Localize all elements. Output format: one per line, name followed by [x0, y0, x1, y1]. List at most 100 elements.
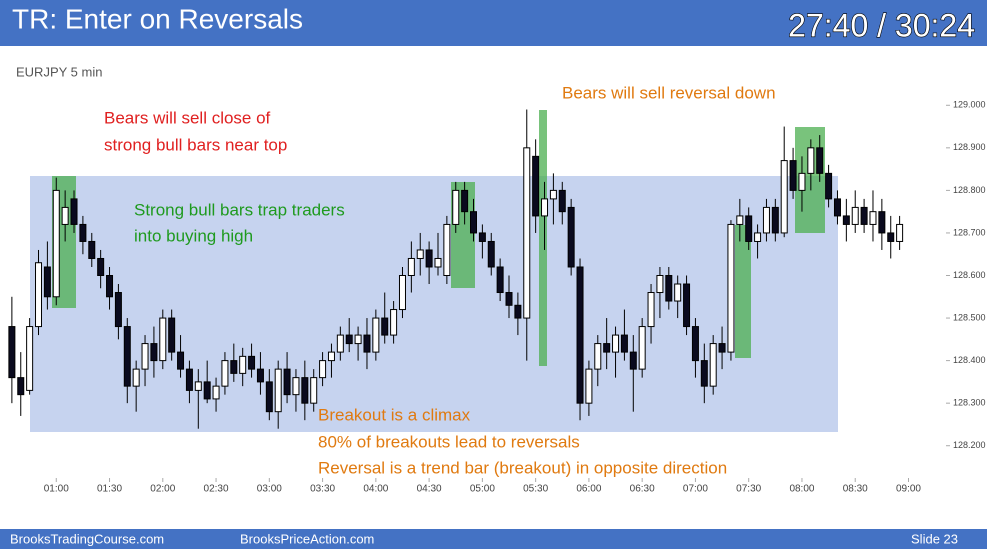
bear-body: [532, 155, 540, 217]
bear-body: [381, 317, 389, 336]
bear-body: [558, 189, 566, 213]
bull-body: [52, 189, 60, 298]
x-tick-label: 07:30: [736, 484, 761, 495]
bull-body: [35, 262, 43, 328]
bull-body: [26, 326, 34, 391]
bear-body: [505, 292, 513, 306]
x-tick-label: 03:00: [257, 484, 282, 495]
bear-body: [860, 206, 868, 225]
bull-body: [141, 343, 149, 370]
x-tick-label: 03:30: [310, 484, 335, 495]
bear-body: [691, 326, 699, 362]
bull-body: [452, 189, 460, 225]
bull-body: [762, 206, 770, 234]
y-tick-label: 128.700: [953, 227, 986, 237]
bear-body: [461, 189, 469, 213]
bull-body: [274, 368, 282, 413]
x-tick-label: 06:00: [576, 484, 601, 495]
bull-highlight: [539, 110, 547, 366]
bull-body: [594, 343, 602, 370]
timer: 27:40 / 30:24: [788, 7, 975, 43]
bear-body: [567, 206, 575, 268]
bear-body: [363, 334, 371, 353]
bear-body: [345, 334, 353, 345]
footer-center: BrooksPriceAction.com: [240, 531, 374, 546]
x-tick-label: 02:30: [204, 484, 229, 495]
y-tick-label: 128.400: [953, 355, 986, 365]
bear-body: [496, 266, 504, 294]
plot: 128.200 128.300 128.400 128.500 128.600 128.7…: [8, 100, 986, 495]
bull-body: [754, 232, 762, 242]
bear-body: [43, 266, 51, 298]
bear-body: [629, 351, 637, 370]
bear-body: [665, 275, 673, 302]
slide-title: TR: Enter on Reversals: [12, 3, 303, 34]
annotation: strong bull bars near top: [104, 135, 287, 154]
bear-body: [576, 266, 584, 404]
y-tick-label: 128.600: [953, 270, 986, 280]
bear-body: [878, 211, 886, 234]
y-tick-label: 128.300: [953, 398, 986, 408]
bear-body: [514, 304, 522, 319]
bear-body: [203, 381, 211, 400]
bull-body: [647, 292, 655, 328]
bear-body: [283, 368, 291, 396]
annotation: into buying high: [134, 226, 253, 245]
x-tick-label: 05:00: [470, 484, 495, 495]
x-tick-label: 01:00: [44, 484, 69, 495]
bull-body: [798, 172, 806, 191]
bull-body: [709, 343, 717, 387]
bear-body: [478, 232, 486, 242]
y-tick-label: 129.000: [953, 100, 986, 110]
x-tick-label: 04:30: [417, 484, 442, 495]
annotation: Strong bull bars trap traders: [134, 200, 345, 219]
bull-body: [869, 211, 877, 225]
bear-body: [603, 343, 611, 353]
bear-body: [106, 275, 114, 298]
footer-bar: [0, 529, 987, 549]
bear-body: [470, 211, 477, 234]
annotation: Reversal is a trend bar (breakout) in op…: [318, 458, 727, 477]
bear-body: [177, 351, 185, 370]
bear-body: [97, 257, 105, 277]
bull-body: [674, 283, 682, 302]
x-tick-label: 09:00: [896, 484, 921, 495]
bull-body: [523, 147, 531, 319]
bull-body: [61, 206, 69, 225]
bear-body: [168, 317, 176, 353]
bear-body: [771, 206, 779, 234]
symbol-label: EURJPY 5 min: [16, 64, 102, 79]
x-tick-label: 08:00: [789, 484, 814, 495]
bull-body: [221, 360, 229, 387]
bull-body: [310, 377, 318, 404]
bull-body: [372, 317, 380, 353]
bull-body: [549, 189, 557, 200]
bull-body: [416, 249, 424, 259]
bull-body: [541, 198, 549, 217]
bull-body: [656, 275, 664, 294]
bear-body: [700, 360, 708, 387]
bear-body: [123, 326, 131, 387]
bull-body: [727, 223, 735, 353]
x-tick-label: 08:30: [843, 484, 868, 495]
bear-body: [185, 368, 193, 391]
bull-body: [443, 223, 451, 276]
bull-body: [336, 334, 344, 353]
bull-body: [612, 334, 620, 353]
slide-number: Slide 23: [911, 531, 958, 546]
bear-body: [70, 198, 78, 225]
x-tick-label: 05:30: [523, 484, 548, 495]
bull-body: [390, 309, 398, 336]
annotation: Bears will sell close of: [104, 108, 271, 127]
bear-body: [887, 232, 895, 242]
x-tick-label: 02:00: [150, 484, 175, 495]
bear-body: [425, 249, 433, 268]
bear-body: [825, 172, 833, 200]
bull-body: [159, 317, 167, 362]
bear-body: [301, 377, 309, 404]
bull-body: [780, 160, 788, 234]
bull-body: [194, 381, 202, 391]
bull-body: [434, 257, 442, 268]
bull-body: [851, 206, 859, 225]
